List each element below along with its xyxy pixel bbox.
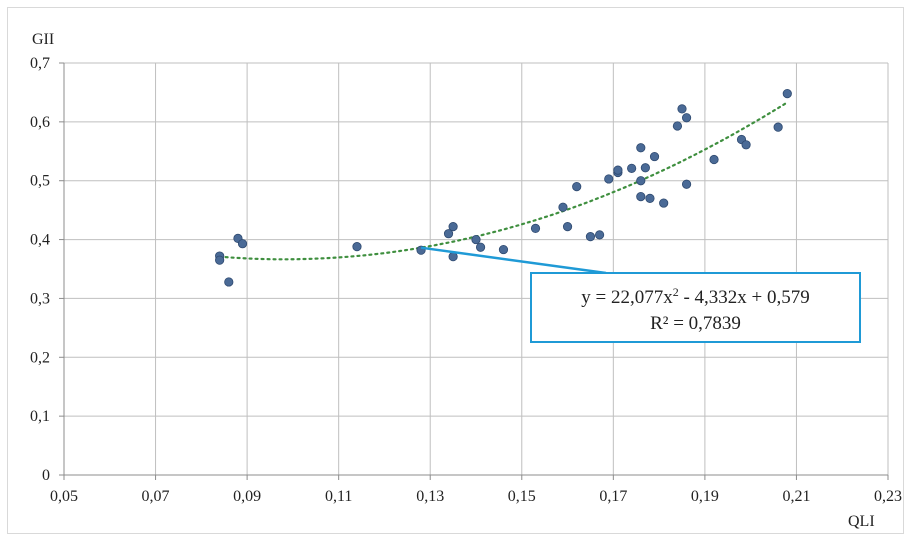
data-point [237, 239, 248, 249]
x-tick-label: 0,05 [50, 488, 78, 505]
x-axis-title: QLI [848, 513, 875, 530]
x-tick-label: 0,09 [233, 488, 261, 505]
data-point [448, 222, 458, 232]
tick-labels: 0,05 0,07 0,09 0,11 0,13 0,15 0,17 0,19 0,21 0,23… [30, 55, 902, 505]
data-point [352, 242, 362, 252]
x-tick-label: 0,19 [691, 488, 719, 505]
x-tick-label: 0,15 [508, 488, 536, 505]
data-point [594, 230, 605, 240]
axes [59, 62, 889, 480]
x-tick-label: 0,11 [325, 488, 352, 505]
data-point [782, 89, 792, 99]
data-point [681, 179, 692, 189]
gridlines [64, 62, 889, 475]
y-tick-label: 0,5 [30, 173, 50, 190]
equation-callout: y = 22,077x2 - 4,332x + 0,579 R² = 0,783… [420, 246, 861, 343]
y-tick-label: 0,6 [30, 114, 50, 131]
y-tick-label: 0,7 [30, 55, 50, 72]
data-point [640, 163, 650, 173]
data-point [645, 193, 655, 203]
data-point [443, 229, 454, 239]
data-point [636, 176, 646, 186]
x-tick-label: 0,07 [142, 488, 170, 505]
data-point [558, 202, 568, 212]
y-tick-label: 0,3 [30, 290, 50, 307]
x-tick-label: 0,17 [599, 488, 627, 505]
y-tick-label: 0,4 [30, 232, 50, 249]
data-points [215, 89, 792, 287]
data-point [672, 121, 683, 131]
data-point [215, 255, 225, 265]
x-tick-label: 0,21 [782, 488, 810, 505]
trendline-equation: y = 22,077x2 - 4,332x + 0,579 [581, 285, 810, 308]
data-point [224, 277, 234, 287]
y-tick-label: 0 [42, 467, 50, 484]
data-point [585, 232, 596, 242]
data-point [475, 242, 486, 252]
data-point [636, 143, 646, 153]
data-point [649, 151, 660, 162]
data-point [709, 154, 719, 165]
data-point [677, 104, 687, 114]
data-point [741, 140, 751, 150]
scatter-chart: 0,05 0,07 0,09 0,11 0,13 0,15 0,17 0,19 0,21 0,23… [30, 31, 902, 530]
data-point [562, 222, 573, 232]
y-tick-label: 0,1 [30, 408, 50, 425]
callout-leader-line [420, 246, 607, 275]
chart-frame: 0,05 0,07 0,09 0,11 0,13 0,15 0,17 0,19 0,21 0,23… [7, 7, 904, 534]
data-point [636, 192, 646, 202]
data-point [530, 223, 541, 233]
data-point [659, 198, 669, 208]
y-axis-title: GII [32, 31, 54, 48]
data-point [681, 113, 692, 123]
r-squared-label: R² = 0,7839 [650, 313, 741, 334]
data-point [627, 163, 637, 173]
data-point [604, 174, 614, 184]
equation-box [530, 272, 861, 343]
x-tick-label: 0,23 [874, 488, 902, 505]
data-point [471, 234, 481, 245]
y-tick-label: 0,2 [30, 349, 50, 366]
data-point [773, 122, 783, 132]
x-tick-label: 0,13 [416, 488, 444, 505]
data-point [572, 182, 582, 192]
data-point [613, 165, 623, 175]
data-point [498, 244, 509, 255]
